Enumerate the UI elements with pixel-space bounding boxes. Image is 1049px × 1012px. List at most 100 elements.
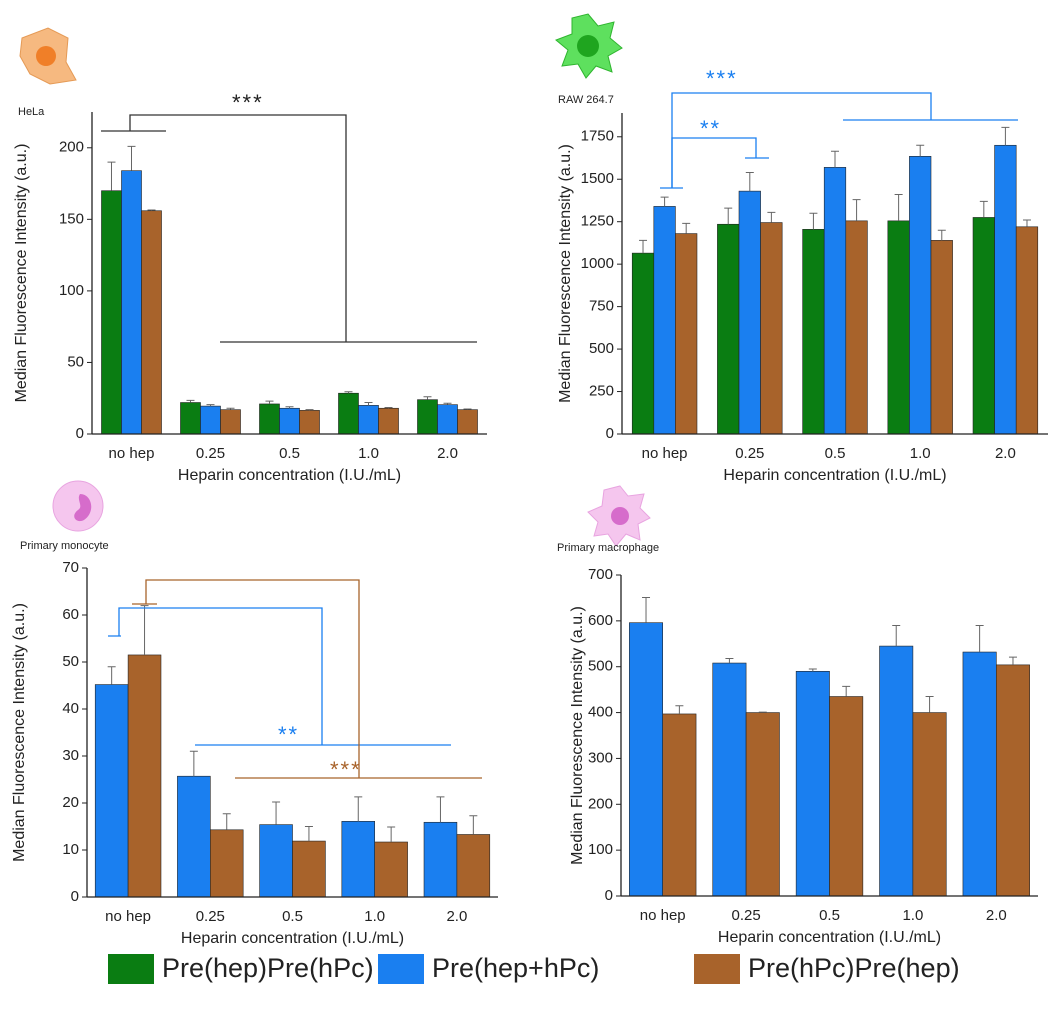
figure: HeLa050100150200no hep0.250.51.02.0Hepar… <box>0 0 1049 1012</box>
x-tick-label: no hep <box>642 445 688 462</box>
y-tick-label: 60 <box>62 606 79 623</box>
bar <box>888 221 910 434</box>
error-bar <box>746 172 754 191</box>
error-bar <box>1009 657 1017 665</box>
y-tick-label: 20 <box>62 794 79 811</box>
y-axis-label: Median Fluorescence Intensity (a.u.) <box>557 144 574 403</box>
error-bar <box>1001 127 1009 145</box>
error-bar <box>675 706 683 714</box>
bar <box>1016 227 1038 434</box>
bar <box>95 685 128 897</box>
x-tick-label: 0.5 <box>819 907 840 924</box>
bar <box>913 713 946 896</box>
legend-label: Pre(hep+hPc) <box>432 953 599 983</box>
x-tick-label: 1.0 <box>910 445 931 462</box>
bar <box>880 646 913 896</box>
error-bar <box>186 400 194 402</box>
x-tick-label: 0.25 <box>731 907 760 924</box>
bar <box>200 406 220 434</box>
bar <box>931 240 953 434</box>
bar <box>824 167 846 434</box>
bar <box>260 825 293 897</box>
bar <box>717 224 739 434</box>
y-tick-label: 10 <box>62 841 79 858</box>
bar <box>739 191 761 434</box>
error-bar <box>980 201 988 217</box>
bar <box>121 171 141 434</box>
error-bar <box>265 401 273 404</box>
legend-label: Pre(hep)Pre(hPc) <box>162 953 374 983</box>
bar <box>259 404 279 434</box>
significance-label: ** <box>278 722 299 747</box>
bar <box>177 776 210 897</box>
x-tick-label: 0.25 <box>196 445 225 462</box>
bar <box>300 410 320 434</box>
cell-label: HeLa <box>18 106 45 118</box>
error-bar <box>108 667 116 685</box>
error-bar <box>128 146 136 170</box>
bar <box>796 671 829 896</box>
error-bar <box>223 814 231 830</box>
x-axis-label: Heparin concentration (I.U./mL) <box>178 467 401 484</box>
y-tick-label: 300 <box>588 749 613 766</box>
error-bar <box>895 195 903 221</box>
bar <box>142 211 162 434</box>
error-bar <box>387 827 395 842</box>
x-axis-label: Heparin concentration (I.U./mL) <box>723 467 946 484</box>
error-bar <box>916 145 924 156</box>
bar <box>293 841 326 897</box>
error-bar <box>639 240 647 253</box>
significance-label: *** <box>706 66 738 91</box>
bar <box>629 623 662 896</box>
bar <box>909 156 931 434</box>
significance-bracket <box>132 580 482 778</box>
hela-nucleus <box>36 46 56 66</box>
error-bar <box>661 197 669 206</box>
y-axis-label: Median Fluorescence Intensity (a.u.) <box>11 603 28 862</box>
error-bar <box>469 816 477 835</box>
x-tick-label: 2.0 <box>437 445 458 462</box>
y-tick-label: 200 <box>59 139 84 156</box>
cell-label: Primary macrophage <box>557 542 659 554</box>
y-tick-label: 750 <box>589 298 614 315</box>
x-tick-label: no hep <box>109 445 155 462</box>
y-tick-label: 500 <box>589 340 614 357</box>
y-axis-label: Median Fluorescence Intensity (a.u.) <box>569 606 586 865</box>
y-tick-label: 100 <box>588 841 613 858</box>
bar <box>180 403 200 434</box>
error-bar <box>141 606 149 655</box>
x-tick-label: no hep <box>105 908 151 925</box>
x-tick-label: 2.0 <box>995 445 1016 462</box>
bar <box>830 697 863 896</box>
bar <box>995 145 1017 434</box>
error-bar <box>831 151 839 167</box>
error-bar <box>724 208 732 224</box>
bar <box>973 217 995 434</box>
y-tick-label: 70 <box>62 559 79 576</box>
error-bar <box>938 230 946 240</box>
bar <box>996 665 1029 896</box>
significance-label: *** <box>330 757 362 782</box>
y-tick-label: 150 <box>59 210 84 227</box>
error-bar <box>767 212 775 222</box>
raw-nucleus <box>577 35 599 57</box>
monocyte-icon <box>53 481 103 531</box>
bar <box>458 410 478 434</box>
x-tick-label: 2.0 <box>986 907 1007 924</box>
error-bar <box>107 162 115 191</box>
legend-label: Pre(hPc)Pre(hep) <box>748 953 960 983</box>
x-tick-label: 0.5 <box>279 445 300 462</box>
bar <box>417 400 437 434</box>
bar <box>424 822 457 897</box>
error-bar <box>853 200 861 221</box>
bar <box>342 821 375 897</box>
error-bar <box>272 802 280 825</box>
error-bar <box>642 597 650 622</box>
bar <box>375 842 408 897</box>
x-tick-label: 0.5 <box>825 445 846 462</box>
bar <box>221 410 241 434</box>
y-tick-label: 1000 <box>581 255 614 272</box>
bar <box>210 830 243 897</box>
error-bar <box>305 827 313 842</box>
error-bar <box>190 751 198 776</box>
